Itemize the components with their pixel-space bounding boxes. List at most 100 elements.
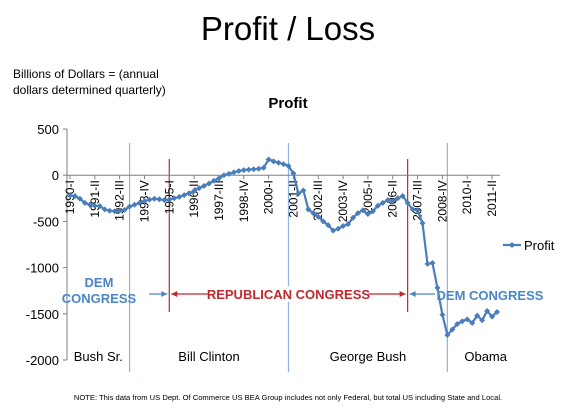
- x-tick-label: 2005-I: [361, 180, 375, 214]
- profit-point: [196, 185, 203, 192]
- profit-point: [444, 332, 451, 339]
- x-tick-label: 2000-I: [262, 180, 276, 214]
- profit-point: [275, 159, 282, 166]
- x-tick-label: 2001-II: [286, 180, 300, 217]
- profit-point: [394, 195, 401, 202]
- legend-label: Profit: [524, 238, 555, 253]
- profit-point: [464, 316, 471, 323]
- profit-point: [201, 182, 208, 189]
- dem-congress-arrowhead-1: [161, 291, 168, 297]
- y-tick-label: 0: [52, 168, 59, 183]
- profit-point: [101, 206, 108, 213]
- profit-point: [121, 206, 128, 213]
- profit-point: [245, 166, 252, 173]
- profit-point: [449, 326, 456, 333]
- profit-point: [210, 177, 217, 184]
- profit-point: [111, 208, 118, 215]
- x-tick-label: 2003-IV: [336, 180, 350, 222]
- profit-point: [181, 192, 188, 199]
- profit-point: [225, 170, 232, 177]
- profit-point: [136, 199, 143, 206]
- x-tick-label: 2008-IV: [435, 180, 449, 222]
- y-tick-label: -500: [33, 214, 59, 229]
- chart-title: Profit: [268, 95, 307, 112]
- x-tick-label: 2007-III: [411, 180, 425, 221]
- profit-point: [265, 156, 272, 163]
- x-tick-label: 1992-III: [113, 180, 127, 221]
- profit-point: [439, 311, 446, 318]
- profit-point: [206, 180, 213, 187]
- profit-point: [399, 192, 406, 199]
- profit-point: [369, 208, 376, 215]
- republican-arrowhead-left: [171, 291, 178, 297]
- profit-point: [335, 225, 342, 232]
- profit-point: [479, 317, 486, 324]
- legend-marker: [509, 242, 515, 248]
- profit-point: [235, 168, 242, 175]
- x-tick-label: 1991-II: [88, 180, 102, 217]
- president-era-label: Bill Clinton: [178, 349, 239, 364]
- profit-point: [494, 308, 501, 315]
- profit-point: [161, 197, 168, 204]
- y-tick-label: -2000: [26, 353, 59, 368]
- profit-point: [345, 221, 352, 228]
- republican-arrowhead-right: [399, 291, 406, 297]
- president-era-label: Obama: [464, 349, 507, 364]
- profit-point: [340, 223, 347, 230]
- republican-label-background: [208, 286, 369, 302]
- profit-point: [364, 211, 371, 218]
- profit-point: [230, 169, 237, 176]
- profit-point: [359, 207, 366, 214]
- y-tick-label: -1500: [26, 307, 59, 322]
- profit-point: [404, 199, 411, 206]
- profit-series-line: [69, 158, 498, 338]
- series-layer: [66, 156, 501, 339]
- profit-point: [131, 201, 138, 208]
- profit-point: [86, 201, 93, 208]
- dem-congress-label-2: DEM CONGRESS: [437, 288, 544, 303]
- profit-point: [215, 175, 222, 182]
- x-tick-label: 2011-II: [485, 180, 499, 216]
- x-tick-label: 1997-III: [212, 180, 226, 221]
- profit-point: [300, 187, 307, 194]
- legend: Profit: [503, 238, 555, 253]
- x-tick-label: 1998-IV: [237, 180, 251, 222]
- footnote: NOTE: This data from US Dept. Of Commerc…: [73, 393, 503, 402]
- profit-point: [146, 196, 153, 203]
- profit-point: [191, 187, 198, 194]
- profit-point: [141, 198, 148, 205]
- profit-point: [409, 206, 416, 213]
- profit-point: [374, 202, 381, 209]
- dem-congress-arrowhead-2: [409, 291, 416, 297]
- y-tick-label: -1000: [26, 261, 59, 276]
- profit-point: [310, 210, 317, 217]
- profit-point: [151, 195, 158, 202]
- profit-point: [240, 167, 247, 174]
- profit-point: [419, 220, 426, 227]
- axes: 5000-500-1000-1500-20001990-I1991-II1992…: [26, 122, 500, 368]
- profit-point: [295, 190, 302, 197]
- profit-point: [320, 218, 327, 225]
- profit-point: [454, 320, 461, 327]
- profit-point: [484, 308, 491, 315]
- profit-point: [389, 198, 396, 205]
- president-era-label: Bush Sr.: [74, 349, 123, 364]
- profit-point: [220, 172, 227, 179]
- profit-point: [379, 199, 386, 206]
- profit-point: [384, 197, 391, 204]
- profit-point: [106, 207, 113, 214]
- dem-congress-label-1a: DEM: [85, 275, 114, 290]
- x-tick-label: 2002-III: [311, 180, 325, 221]
- republican-congress-label: REPUBLICAN CONGRESS: [207, 287, 371, 302]
- profit-point: [429, 259, 436, 266]
- profit-point: [96, 203, 103, 210]
- congress-lines: [168, 159, 409, 312]
- profit-point: [414, 207, 421, 214]
- profit-point: [424, 260, 431, 267]
- profit-point: [459, 318, 466, 325]
- profit-point: [260, 164, 267, 171]
- profit-point: [280, 161, 287, 168]
- profit-point: [325, 222, 332, 229]
